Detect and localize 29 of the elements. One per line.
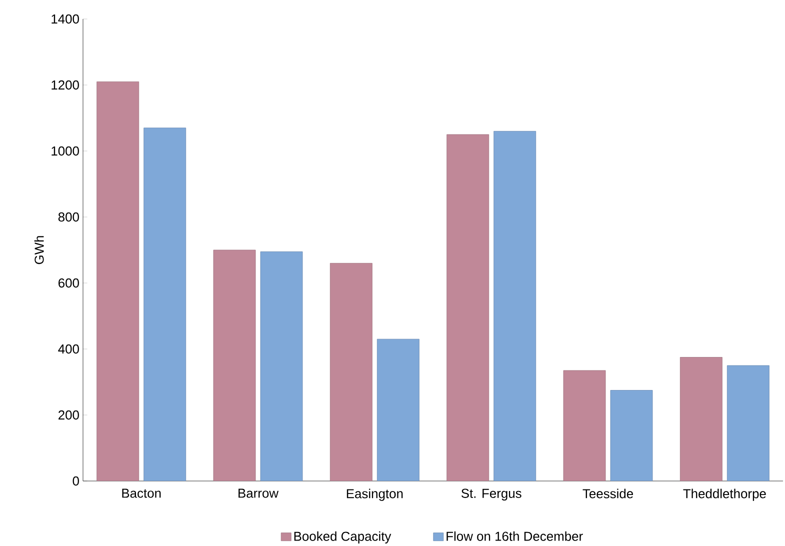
bar (563, 370, 606, 481)
y-tick-label: 1200 (52, 80, 79, 90)
bar (494, 130, 536, 481)
y-axis-title: GWh (34, 236, 44, 264)
y-tick-label: 600 (58, 278, 79, 288)
bar (726, 365, 770, 481)
y-tick-label: 0 (72, 476, 79, 486)
y-tick-label: 400 (58, 344, 79, 354)
bar (96, 81, 140, 481)
y-tick-label: 1000 (52, 146, 79, 156)
legend-label: Booked Capacity (294, 531, 392, 544)
x-tick-label: Theddlethorpe (683, 488, 766, 501)
bar (144, 128, 186, 481)
bar (446, 134, 490, 481)
x-tick-label: Easington (346, 488, 403, 501)
y-tick-label: 800 (58, 212, 79, 222)
bar (213, 250, 256, 481)
bar (330, 262, 372, 481)
x-tick-label: Barrow (238, 488, 279, 498)
bar (260, 251, 303, 481)
y-tick-label: 1400 (52, 14, 79, 24)
x-tick-label: Bacton (122, 488, 161, 498)
legend-label: Flow on 16th December (446, 531, 583, 541)
bar (376, 338, 420, 481)
bar (680, 356, 722, 481)
bar (610, 390, 653, 481)
x-tick-label: St. Fergus (461, 488, 522, 500)
x-tick-label: Teesside (582, 488, 633, 498)
y-tick-label: 200 (58, 410, 79, 420)
